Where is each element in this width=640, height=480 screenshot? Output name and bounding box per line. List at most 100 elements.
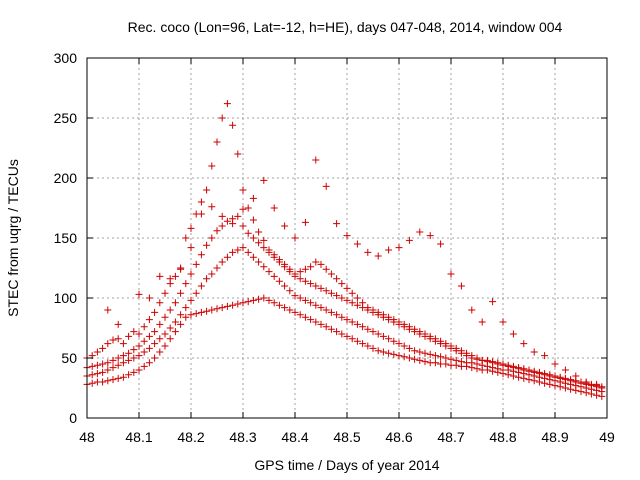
y-tick-label: 0 [69,410,77,426]
data-point [213,227,221,235]
data-point [327,289,335,297]
data-point [192,289,200,297]
data-point [270,204,278,212]
data-point [520,365,528,373]
data-point [140,323,148,331]
data-point [296,311,304,319]
data-point [187,224,195,232]
data-point [385,349,393,357]
data-point [140,362,148,370]
data-point [541,352,549,360]
data-point [395,340,403,348]
data-point [255,258,263,266]
data-point [135,290,143,298]
data-point [546,371,554,379]
data-point [260,244,268,252]
data-point [301,313,309,321]
data-point [93,361,101,369]
data-point [286,287,294,295]
data-point [431,352,439,360]
data-point [177,264,185,272]
data-point [145,332,153,340]
data-point [203,275,211,283]
data-point [249,234,257,242]
data-point [229,248,237,256]
data-point [171,328,179,336]
data-point [88,371,96,379]
data-point [135,352,143,360]
data-point [327,308,335,316]
data-point [499,318,507,326]
data-point [197,308,205,316]
data-point [286,265,294,273]
data-point [260,294,268,302]
data-point [364,342,372,350]
data-point [395,244,403,252]
data-point [301,296,309,304]
data-point [426,232,434,240]
data-point [171,299,179,307]
data-point [114,361,122,369]
data-point [598,383,606,391]
data-point [265,268,273,276]
data-point [260,176,268,184]
data-point [374,330,382,338]
data-point [535,368,543,376]
data-point [218,258,226,266]
x-tick-label: 48.9 [541,429,568,445]
data-point [166,324,174,332]
data-point [156,335,164,343]
data-point [93,370,101,378]
data-point [151,308,159,316]
data-point [187,244,195,252]
data-point [249,296,257,304]
data-point [239,244,247,252]
data-point [99,360,107,368]
data-point [260,236,268,244]
data-point [177,289,185,297]
x-tick-label: 48.1 [125,429,152,445]
data-point [145,359,153,367]
data-point [572,372,580,380]
data-point [400,320,408,328]
data-point [218,304,226,312]
data-point [348,299,356,307]
data-point [156,320,164,328]
data-point [364,325,372,333]
data-point [442,340,450,348]
data-point [239,299,247,307]
data-point [286,306,294,314]
data-point [296,268,304,276]
data-point [530,348,538,356]
data-point [582,378,590,386]
data-point [390,350,398,358]
data-point [421,358,429,366]
data-point [307,263,315,271]
data-point [457,347,465,355]
data-point [353,320,361,328]
x-tick-label: 48.2 [177,429,204,445]
data-point [208,270,216,278]
data-point [499,360,507,368]
data-point [182,280,190,288]
data-point [281,304,289,312]
data-point [104,377,112,385]
data-point [327,270,335,278]
data-point [561,366,569,374]
data-point [99,368,107,376]
data-point [192,260,200,268]
data-point [322,182,330,190]
data-point [218,222,226,230]
data-point [218,212,226,220]
y-tick-label: 50 [61,350,77,366]
data-point [166,306,174,314]
data-point [265,246,273,254]
data-point [301,277,309,285]
data-point [447,355,455,363]
data-point [307,316,315,324]
data-point [296,294,304,302]
data-point [270,251,278,259]
data-point [359,299,367,307]
data-point [385,313,393,321]
data-point [255,239,263,247]
